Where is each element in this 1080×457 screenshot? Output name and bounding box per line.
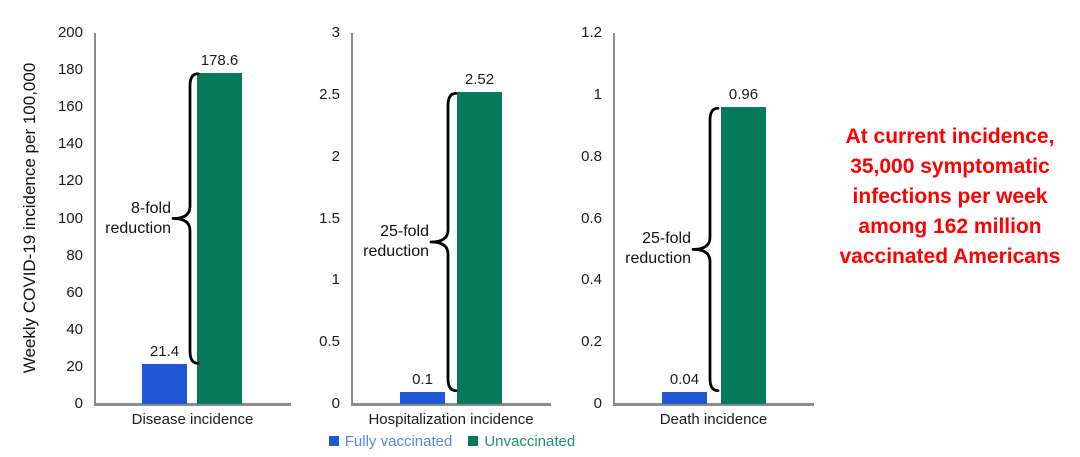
legend-label-fully-vaccinated: Fully vaccinated xyxy=(344,432,453,450)
y-tick-label: 120 xyxy=(57,172,83,190)
y-tick-label: 0.4 xyxy=(581,271,602,289)
bar-value-label: 0.04 xyxy=(669,370,700,388)
y-tick-label: 0.2 xyxy=(581,333,602,351)
legend-item-unvaccinated: Unvaccinated xyxy=(468,433,575,450)
y-axis-line xyxy=(613,33,615,406)
x-axis-line xyxy=(351,403,551,406)
y-tick-label: 100 xyxy=(57,209,83,227)
y-tick-label: 1.2 xyxy=(581,24,602,41)
y-tick-label: 2.5 xyxy=(319,85,340,103)
y-tick-label: 2 xyxy=(331,147,340,165)
reduction-label: 8-fold reduction xyxy=(105,199,171,237)
legend-swatch-unvaccinated xyxy=(468,436,479,446)
reduction-label: 25-fold reduction xyxy=(625,230,691,268)
y-tick-label: 0.8 xyxy=(581,147,602,165)
y-tick-label: 0.5 xyxy=(319,333,340,351)
y-tick-label: 200 xyxy=(57,24,83,41)
legend-item-fully-vaccinated: Fully vaccinated xyxy=(328,432,453,450)
y-tick-label: 180 xyxy=(57,61,83,79)
x-axis-line xyxy=(94,403,291,406)
y-tick-label: 60 xyxy=(66,283,83,301)
reduction-brace xyxy=(691,106,720,393)
bar-value-label: 2.52 xyxy=(464,71,495,89)
bar-unvaccinated xyxy=(721,107,766,404)
bar-value-label: 178.6 xyxy=(200,51,239,69)
legend: Fully vaccinated Unvaccinated xyxy=(312,432,592,450)
bar-unvaccinated xyxy=(197,72,242,404)
reduction-label: 25-fold reduction xyxy=(363,222,429,260)
y-tick-label: 0 xyxy=(331,395,340,412)
y-tick-label: 0 xyxy=(74,395,83,412)
y-tick-label: 1.5 xyxy=(319,209,340,227)
y-tick-label: 1 xyxy=(593,85,602,103)
legend-swatch-fully-vaccinated xyxy=(328,436,339,446)
bar-fully-vaccinated xyxy=(662,391,707,404)
bar-value-label: 0.1 xyxy=(412,370,433,388)
y-tick-label: 3 xyxy=(331,24,340,41)
y-tick-label: 140 xyxy=(57,135,83,153)
reduction-brace xyxy=(429,91,458,393)
y-tick-label: 0 xyxy=(593,395,602,412)
y-tick-label: 40 xyxy=(66,320,83,338)
reduction-brace xyxy=(171,72,200,365)
y-tick-label: 0.6 xyxy=(581,209,602,227)
bar-unvaccinated xyxy=(457,92,502,404)
x-axis-label: Death incidence xyxy=(659,411,768,428)
bar-value-label: 21.4 xyxy=(149,343,180,361)
bar-value-label: 0.96 xyxy=(728,86,759,104)
y-tick-label: 20 xyxy=(66,357,83,375)
legend-label-unvaccinated: Unvaccinated xyxy=(484,432,576,450)
y-tick-label: 1 xyxy=(331,271,340,289)
y-tick-label: 80 xyxy=(66,246,83,264)
y-axis-line xyxy=(94,33,96,406)
x-axis-label: Hospitalization incidence xyxy=(368,411,534,428)
x-axis-label: Disease incidence xyxy=(131,411,254,428)
x-axis-line xyxy=(613,403,814,406)
y-tick-label: 160 xyxy=(57,98,83,116)
y-axis-line xyxy=(351,33,353,406)
annotation-text: At current incidence, 35,000 symptomatic… xyxy=(839,125,1061,268)
bar-fully-vaccinated xyxy=(400,391,445,404)
bar-fully-vaccinated xyxy=(142,364,187,404)
